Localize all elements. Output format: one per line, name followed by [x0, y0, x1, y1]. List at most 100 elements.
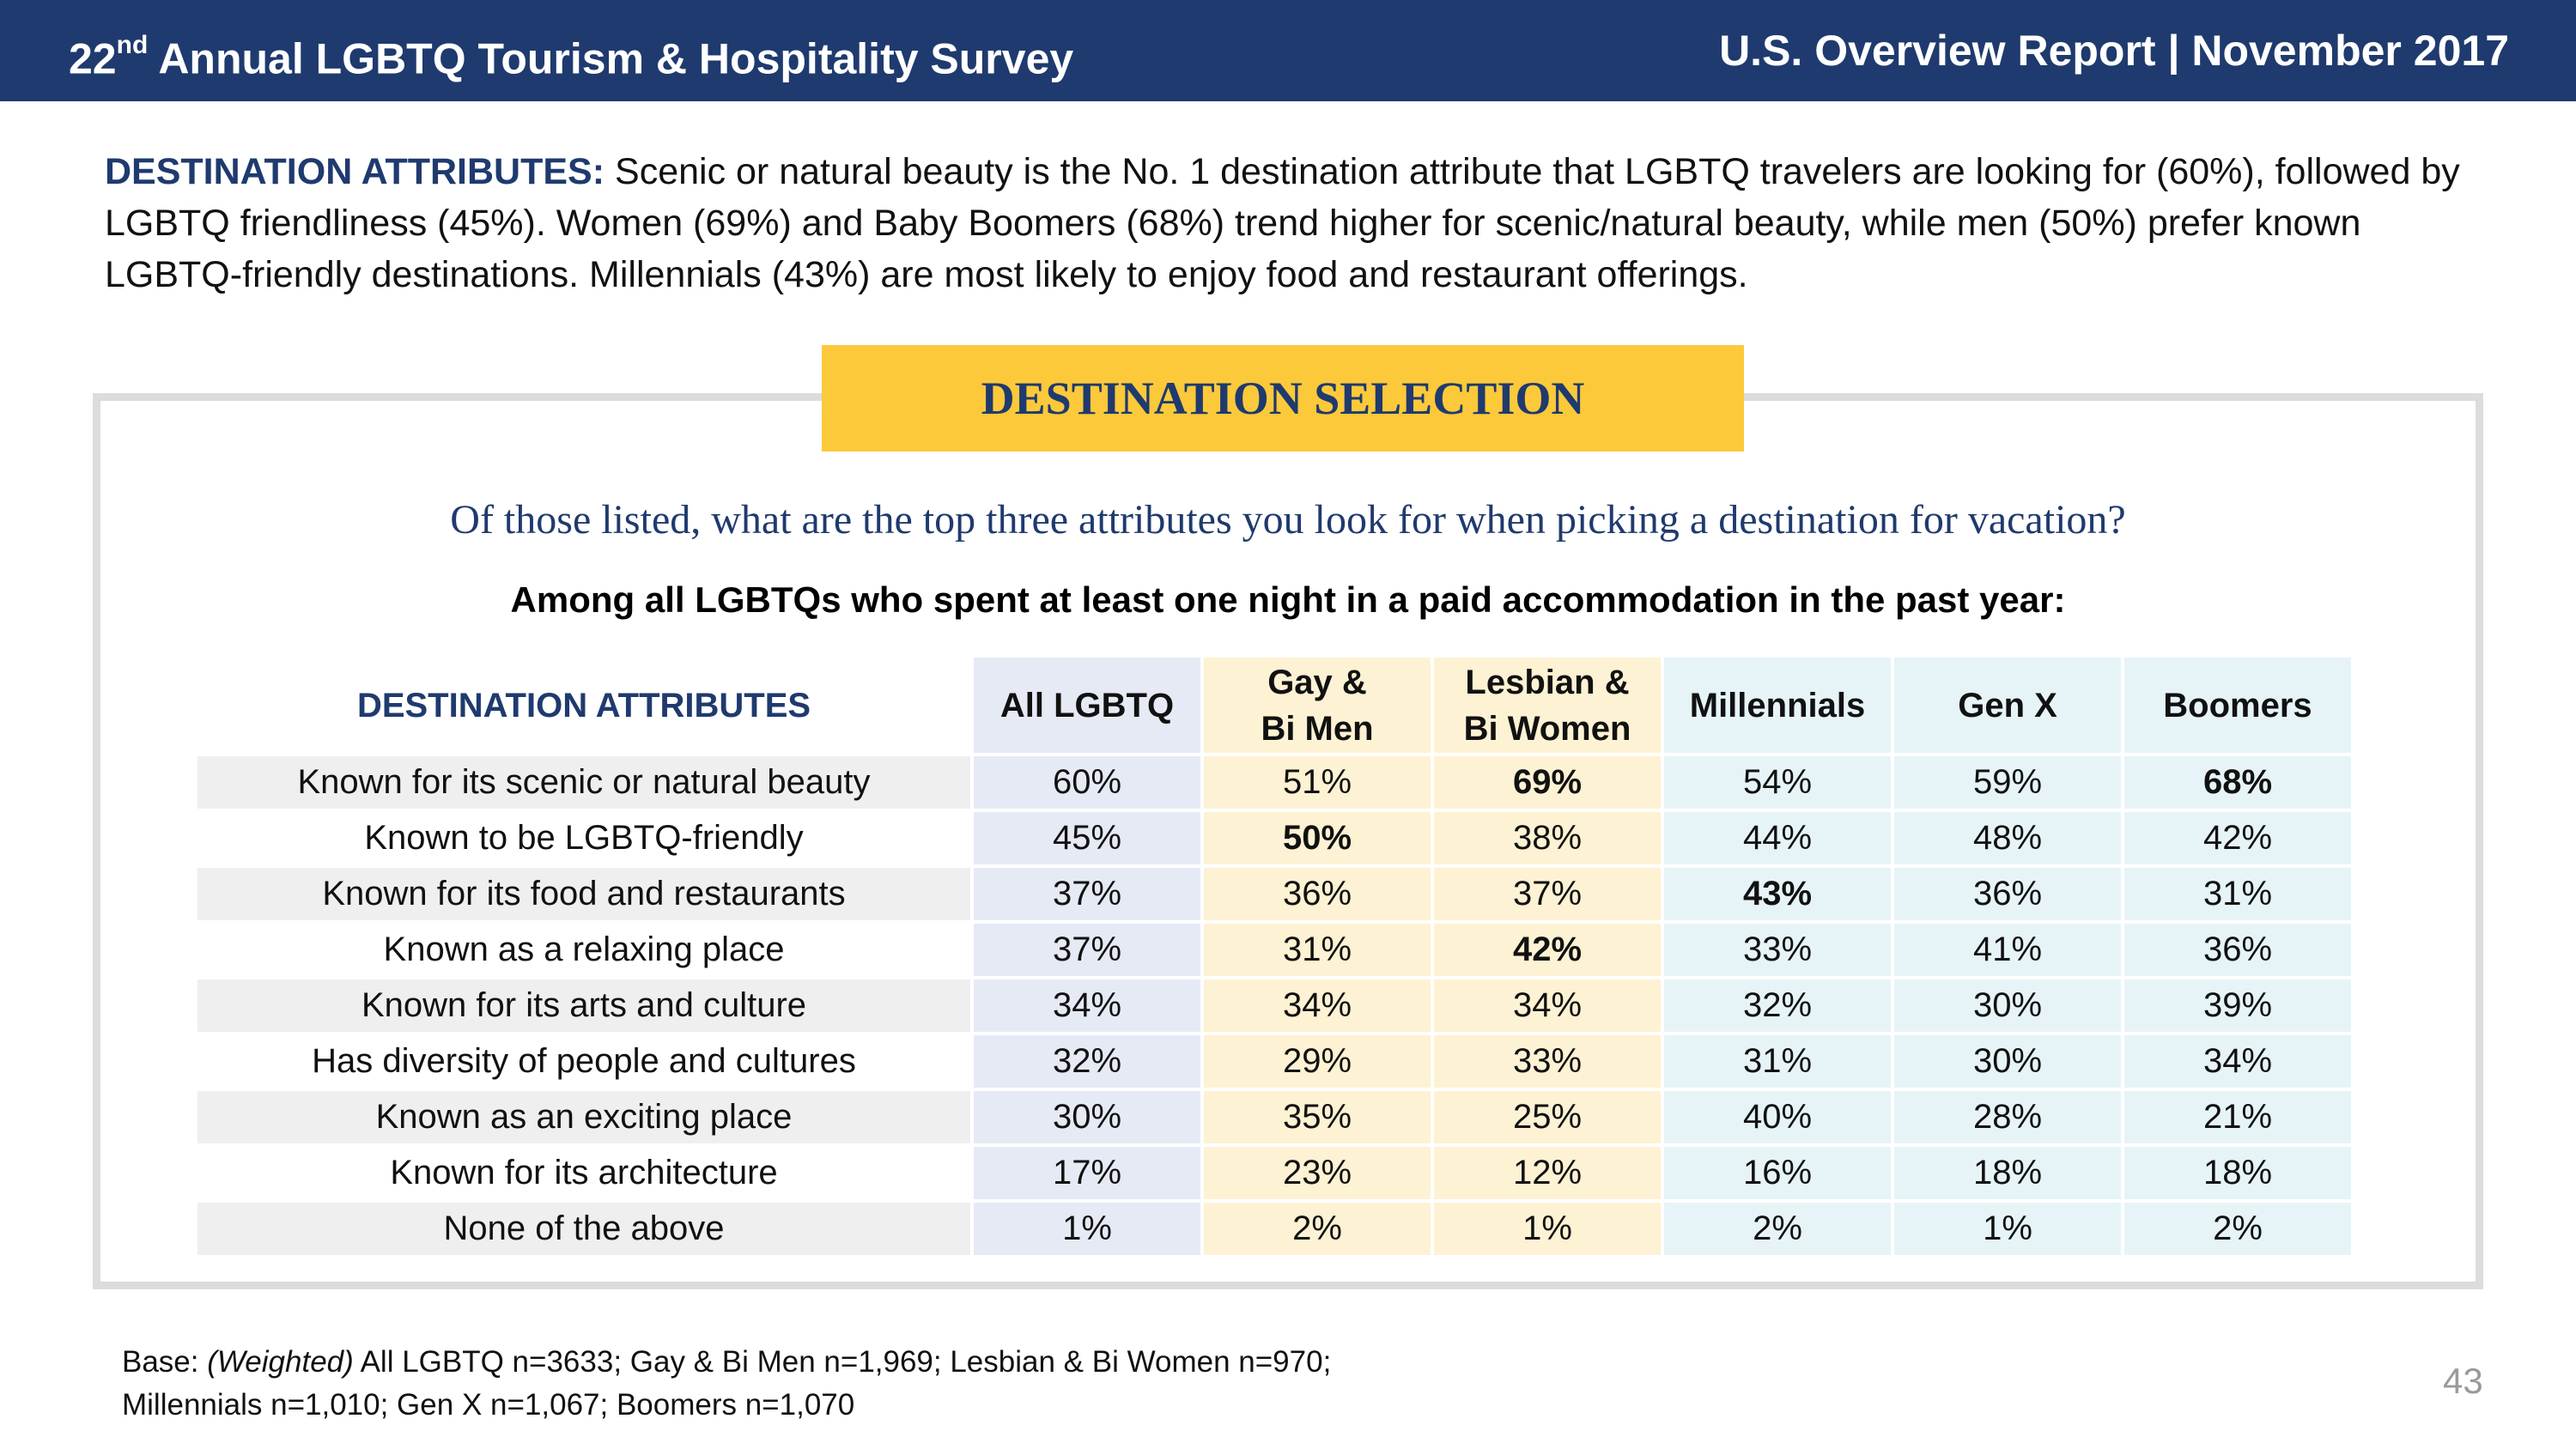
- table-header-row: DESTINATION ATTRIBUTES All LGBTQ Gay & Bi…: [197, 658, 2351, 753]
- row-attribute: None of the above: [197, 1203, 970, 1255]
- cell-lesbian-bi-women: 33%: [1434, 1035, 1661, 1088]
- survey-title: 22nd Annual LGBTQ Tourism & Hospitality …: [69, 0, 1073, 101]
- cell-all-lgbtq: 32%: [974, 1035, 1200, 1088]
- cell-gay-bi-men: 50%: [1204, 812, 1431, 864]
- cell-lesbian-bi-women: 42%: [1434, 924, 1661, 976]
- cell-millennials: 31%: [1664, 1035, 1891, 1088]
- cell-millennials: 2%: [1664, 1203, 1891, 1255]
- title-ordinal: nd: [116, 31, 149, 59]
- cell-lesbian-bi-women: 69%: [1434, 756, 1661, 809]
- cell-gay-bi-men: 36%: [1204, 868, 1431, 920]
- intro-paragraph: DESTINATION ATTRIBUTES: Scenic or natura…: [105, 146, 2492, 300]
- cell-boomers: 34%: [2124, 1035, 2351, 1088]
- header-bar: 22nd Annual LGBTQ Tourism & Hospitality …: [0, 0, 2576, 101]
- table-row: Known for its food and restaurants 37% 3…: [197, 868, 2351, 920]
- cell-all-lgbtq: 34%: [974, 979, 1200, 1032]
- cell-gay-bi-men: 31%: [1204, 924, 1431, 976]
- cell-gay-bi-men: 51%: [1204, 756, 1431, 809]
- table-row: Known for its scenic or natural beauty 6…: [197, 756, 2351, 809]
- title-text: Annual LGBTQ Tourism & Hospitality Surve…: [148, 34, 1074, 83]
- cell-all-lgbtq: 17%: [974, 1147, 1200, 1199]
- cell-lesbian-bi-women: 12%: [1434, 1147, 1661, 1199]
- col-header-boomers: Boomers: [2124, 658, 2351, 753]
- cell-gen-x: 30%: [1894, 979, 2121, 1032]
- col-header-millennials: Millennials: [1664, 658, 1891, 753]
- cell-gen-x: 1%: [1894, 1203, 2121, 1255]
- row-attribute: Known as an exciting place: [197, 1091, 970, 1143]
- cell-gay-bi-men: 23%: [1204, 1147, 1431, 1199]
- base-footnote: Base: (Weighted) All LGBTQ n=3633; Gay &…: [122, 1341, 1331, 1427]
- col-header-lesbian-bi-women: Lesbian & Bi Women: [1434, 658, 1661, 753]
- cell-gay-bi-men: 35%: [1204, 1091, 1431, 1143]
- cell-boomers: 36%: [2124, 924, 2351, 976]
- row-attribute: Has diversity of people and cultures: [197, 1035, 970, 1088]
- section-banner: DESTINATION SELECTION: [822, 345, 1744, 452]
- cell-all-lgbtq: 37%: [974, 868, 1200, 920]
- cell-gen-x: 30%: [1894, 1035, 2121, 1088]
- survey-question: Of those listed, what are the top three …: [450, 497, 2126, 543]
- col-header-attributes: DESTINATION ATTRIBUTES: [197, 658, 970, 753]
- table-row: None of the above 1% 2% 1% 2% 1% 2%: [197, 1203, 2351, 1255]
- cell-millennials: 44%: [1664, 812, 1891, 864]
- cell-gen-x: 59%: [1894, 756, 2121, 809]
- cell-lesbian-bi-women: 1%: [1434, 1203, 1661, 1255]
- cell-all-lgbtq: 30%: [974, 1091, 1200, 1143]
- col-header-gay-line1: Gay &: [1267, 663, 1367, 701]
- base-line-2: Millennials n=1,010; Gen X n=1,067; Boom…: [122, 1388, 855, 1422]
- table-row: Has diversity of people and cultures 32%…: [197, 1035, 2351, 1088]
- cell-gay-bi-men: 34%: [1204, 979, 1431, 1032]
- cell-boomers: 31%: [2124, 868, 2351, 920]
- col-header-all-lgbtq: All LGBTQ: [974, 658, 1200, 753]
- table-row: Known as an exciting place 30% 35% 25% 4…: [197, 1091, 2351, 1143]
- col-header-gen-x: Gen X: [1894, 658, 2121, 753]
- cell-all-lgbtq: 45%: [974, 812, 1200, 864]
- cell-gen-x: 28%: [1894, 1091, 2121, 1143]
- intro-lead: DESTINATION ATTRIBUTES:: [105, 151, 605, 192]
- cell-boomers: 18%: [2124, 1147, 2351, 1199]
- cell-millennials: 40%: [1664, 1091, 1891, 1143]
- cell-gay-bi-men: 2%: [1204, 1203, 1431, 1255]
- table-row: Known for its arts and culture 34% 34% 3…: [197, 979, 2351, 1032]
- cell-gen-x: 48%: [1894, 812, 2121, 864]
- col-header-lesbian-line2: Bi Women: [1463, 709, 1631, 748]
- page-number: 43: [2443, 1361, 2483, 1401]
- cell-gen-x: 36%: [1894, 868, 2121, 920]
- cell-millennials: 33%: [1664, 924, 1891, 976]
- cell-millennials: 43%: [1664, 868, 1891, 920]
- cell-gay-bi-men: 29%: [1204, 1035, 1431, 1088]
- table-row: Known for its architecture 17% 23% 12% 1…: [197, 1147, 2351, 1199]
- table-row: Known to be LGBTQ-friendly 45% 50% 38% 4…: [197, 812, 2351, 864]
- col-header-lesbian-line1: Lesbian &: [1465, 663, 1630, 701]
- cell-boomers: 39%: [2124, 979, 2351, 1032]
- cell-millennials: 54%: [1664, 756, 1891, 809]
- attributes-table: DESTINATION ATTRIBUTES All LGBTQ Gay & Bi…: [194, 654, 2354, 1258]
- base-label: Base:: [122, 1345, 208, 1379]
- cell-lesbian-bi-women: 34%: [1434, 979, 1661, 1032]
- cell-gen-x: 41%: [1894, 924, 2121, 976]
- table-row: Known as a relaxing place 37% 31% 42% 33…: [197, 924, 2351, 976]
- col-header-gay-line2: Bi Men: [1261, 709, 1374, 748]
- report-title: U.S. Overview Report | November 2017: [1719, 27, 2509, 75]
- row-attribute: Known to be LGBTQ-friendly: [197, 812, 970, 864]
- cell-all-lgbtq: 37%: [974, 924, 1200, 976]
- row-attribute: Known for its scenic or natural beauty: [197, 756, 970, 809]
- row-attribute: Known for its arts and culture: [197, 979, 970, 1032]
- base-line1-text: All LGBTQ n=3633; Gay & Bi Men n=1,969; …: [353, 1345, 1332, 1379]
- cell-gen-x: 18%: [1894, 1147, 2121, 1199]
- base-line-1: Base: (Weighted) All LGBTQ n=3633; Gay &…: [122, 1341, 1331, 1384]
- row-attribute: Known for its architecture: [197, 1147, 970, 1199]
- cell-lesbian-bi-women: 38%: [1434, 812, 1661, 864]
- survey-subquestion: Among all LGBTQs who spent at least one …: [510, 579, 2066, 620]
- cell-millennials: 32%: [1664, 979, 1891, 1032]
- intro-text: Scenic or natural beauty is the No. 1 de…: [105, 151, 2460, 295]
- row-attribute: Known for its food and restaurants: [197, 868, 970, 920]
- title-number: 22: [69, 34, 117, 83]
- cell-boomers: 42%: [2124, 812, 2351, 864]
- cell-all-lgbtq: 60%: [974, 756, 1200, 809]
- cell-all-lgbtq: 1%: [974, 1203, 1200, 1255]
- row-attribute: Known as a relaxing place: [197, 924, 970, 976]
- cell-millennials: 16%: [1664, 1147, 1891, 1199]
- cell-lesbian-bi-women: 25%: [1434, 1091, 1661, 1143]
- cell-lesbian-bi-women: 37%: [1434, 868, 1661, 920]
- cell-boomers: 2%: [2124, 1203, 2351, 1255]
